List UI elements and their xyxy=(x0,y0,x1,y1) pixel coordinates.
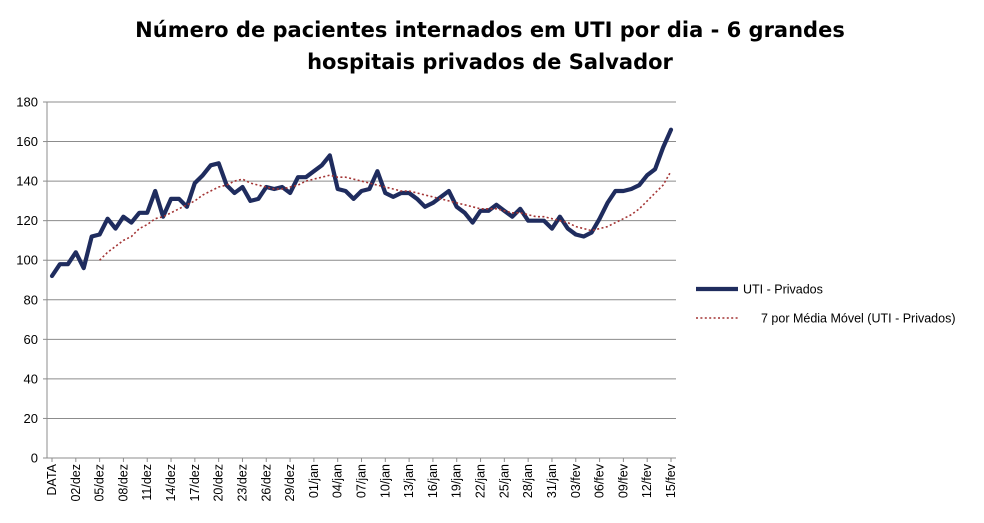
series-line-uti-privados xyxy=(49,127,674,279)
x-tick-label: 03/fev xyxy=(569,463,583,498)
x-tick-label: 05/dez xyxy=(93,464,107,502)
x-tick-label: 09/fev xyxy=(616,463,630,498)
x-tick-label: 04/jan xyxy=(331,464,345,498)
legend-label: 7 por Média Móvel (UTI - Privados) xyxy=(761,312,956,326)
x-tick-label: 28/jan xyxy=(521,464,535,498)
series xyxy=(49,127,674,279)
x-tick-label: 15/fev xyxy=(664,463,678,498)
chart-title-line-1: Número de pacientes internados em UTI po… xyxy=(135,18,845,42)
y-tick-label: 180 xyxy=(16,95,38,110)
chart-title: Número de pacientes internados em UTI po… xyxy=(60,14,920,78)
legend-item: UTI - Privados xyxy=(696,283,823,297)
x-tick-label: 31/jan xyxy=(545,464,559,498)
x-tick-label: 07/jan xyxy=(355,464,369,498)
y-tick-label: 140 xyxy=(16,174,38,189)
x-tick-label: 10/jan xyxy=(378,464,392,498)
x-tick-label: 26/dez xyxy=(259,464,273,502)
y-tick-label: 0 xyxy=(31,451,38,466)
y-tick-label: 120 xyxy=(16,213,38,228)
x-tick-label: 25/jan xyxy=(497,464,511,498)
y-tick-label: 60 xyxy=(24,332,38,347)
x-tick-label: DATA xyxy=(45,463,59,495)
x-tick-label: 17/dez xyxy=(188,464,202,502)
y-tick-label: 80 xyxy=(24,292,38,307)
chart-title-line-2: hospitais privados de Salvador xyxy=(307,50,673,74)
y-tick-label: 20 xyxy=(24,411,38,426)
x-tick-label: 20/dez xyxy=(212,464,226,502)
x-tick-label: 14/dez xyxy=(164,464,178,502)
x-tick-label: 29/dez xyxy=(283,464,297,502)
axes: 0 20 40 60 80 100 120 140 160 180 DATA 02/dez 05/dez… xyxy=(16,95,678,502)
y-tick-label: 160 xyxy=(16,134,38,149)
x-tick-label: 19/jan xyxy=(450,464,464,498)
legend-item: 7 por Média Móvel (UTI - Privados) xyxy=(696,312,956,326)
x-tick-label: 11/dez xyxy=(140,464,154,501)
x-tick-label: 12/fev xyxy=(640,463,654,498)
x-tick-label: 06/fev xyxy=(593,463,607,498)
x-tick-label: 01/jan xyxy=(307,464,321,498)
y-tick-label: 100 xyxy=(16,253,38,268)
legend: UTI - Privados 7 por Média Móvel (UTI - P… xyxy=(696,283,956,326)
series-line-media-movel xyxy=(99,170,672,261)
x-tick-label: 22/jan xyxy=(474,464,488,498)
y-tick-label: 40 xyxy=(24,371,38,386)
x-tick-label: 23/dez xyxy=(235,464,249,502)
x-tick-label: 08/dez xyxy=(116,464,130,502)
x-tick-label: 13/jan xyxy=(402,464,416,498)
x-tick-label: 16/jan xyxy=(426,464,440,498)
gridlines xyxy=(47,101,676,459)
x-tick-label: 02/dez xyxy=(69,464,83,502)
legend-label: UTI - Privados xyxy=(743,283,823,297)
